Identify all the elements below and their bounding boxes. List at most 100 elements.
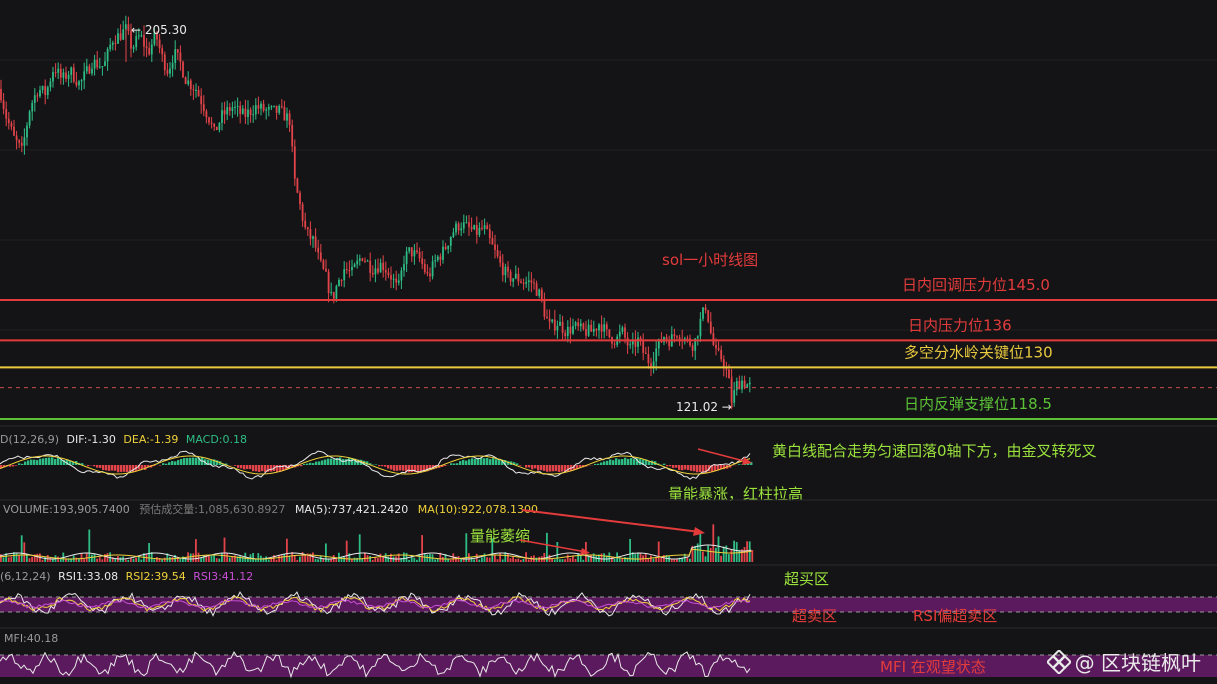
candle xyxy=(340,280,343,282)
candle xyxy=(647,353,650,364)
macd-dif: DIF:-1.30 xyxy=(67,433,116,446)
candle xyxy=(197,89,200,97)
candle xyxy=(145,46,148,49)
candle xyxy=(161,48,164,55)
candle xyxy=(517,273,520,282)
candle xyxy=(413,250,416,257)
volume-bar xyxy=(455,556,457,562)
candle xyxy=(408,247,411,252)
volume-bar xyxy=(709,548,712,562)
volume-bar xyxy=(353,557,356,562)
volume-bar xyxy=(5,553,7,562)
volume-bar xyxy=(314,558,317,562)
candle xyxy=(317,247,320,253)
macd-bar xyxy=(348,457,351,465)
macd-bar xyxy=(234,465,237,466)
candle xyxy=(153,32,156,45)
macd-bar xyxy=(57,457,60,465)
volume-bar xyxy=(127,559,130,562)
volume-bar xyxy=(280,555,283,562)
macd-bar xyxy=(72,461,75,465)
candle xyxy=(551,319,554,322)
candle xyxy=(618,331,621,337)
macd-legend: D(12,26,9) DIF:-1.30 DEA:-1.39 MACD:0.18 xyxy=(0,433,247,446)
volume-bar xyxy=(507,553,509,562)
volume-bar xyxy=(741,549,743,562)
volume-bar xyxy=(312,552,314,562)
volume-bar xyxy=(473,559,475,562)
candle xyxy=(343,269,346,281)
candle xyxy=(634,339,637,347)
candle xyxy=(158,39,161,49)
volume-bar xyxy=(169,556,171,562)
volume-bar xyxy=(75,557,78,562)
volume-bar xyxy=(226,553,228,562)
volume-bar xyxy=(371,559,374,562)
candle xyxy=(470,227,473,230)
volume-bar xyxy=(52,559,54,562)
candle xyxy=(59,68,62,78)
macd-bar xyxy=(687,465,690,471)
candle xyxy=(605,324,608,330)
volume-bar xyxy=(31,556,33,562)
macd-bar xyxy=(267,465,270,472)
candle xyxy=(382,262,385,271)
macd-bar xyxy=(375,464,378,465)
candle xyxy=(244,108,247,117)
macd-bar xyxy=(333,459,336,465)
volume-bar xyxy=(140,559,143,562)
candle xyxy=(540,289,543,301)
macd-bar xyxy=(645,459,648,465)
volume-bar xyxy=(657,541,660,562)
macd-bar xyxy=(621,459,624,465)
volume-bar xyxy=(439,552,442,562)
macd-bar xyxy=(108,465,111,471)
volume-bar xyxy=(566,554,569,562)
volume-bar xyxy=(156,557,158,562)
volume-note: 量能萎缩 xyxy=(470,527,530,545)
candle xyxy=(397,280,400,283)
macd-bar xyxy=(705,465,708,473)
candle xyxy=(228,107,231,111)
candle xyxy=(236,105,239,107)
macd-bar xyxy=(699,465,702,473)
volume-bar xyxy=(322,558,325,562)
macd-bar xyxy=(198,457,201,465)
volume-ma10-line xyxy=(0,548,752,560)
volume-bar xyxy=(231,556,234,562)
candle xyxy=(416,250,418,252)
macd-bar xyxy=(543,465,546,471)
candle xyxy=(28,111,31,126)
candle xyxy=(231,107,234,111)
volume-bar xyxy=(735,542,738,562)
macd-bar xyxy=(537,465,540,471)
candle xyxy=(377,268,379,273)
price-candles xyxy=(0,15,751,410)
candle xyxy=(530,280,533,283)
candle xyxy=(140,35,143,37)
candle xyxy=(538,289,541,296)
candle xyxy=(249,109,252,115)
candle xyxy=(57,68,60,73)
candle xyxy=(137,35,140,37)
macd-bar xyxy=(24,461,27,465)
volume-bar xyxy=(624,557,626,562)
volume-bar xyxy=(543,552,546,562)
candle xyxy=(78,81,80,86)
macd-bar xyxy=(390,465,393,470)
macd-bar xyxy=(435,465,438,469)
candle xyxy=(546,316,548,319)
candle xyxy=(468,222,470,228)
macd-note: 黄白线配合走势匀速回落0轴下方，由金叉转死叉 xyxy=(772,442,1097,460)
macd-bar xyxy=(561,465,564,472)
macd-bar xyxy=(99,465,102,468)
macd-bar xyxy=(315,461,318,465)
candle xyxy=(96,59,99,68)
macd-bar xyxy=(291,465,294,468)
macd-dea-line xyxy=(0,455,751,475)
volume-bar xyxy=(702,551,704,562)
candle xyxy=(418,251,421,259)
macd-bar xyxy=(255,465,258,472)
macd-bar xyxy=(450,463,453,465)
watermark: @ 区块链枫叶 xyxy=(1046,647,1201,676)
